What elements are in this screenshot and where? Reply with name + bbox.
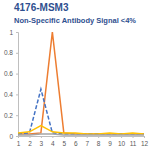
y-tick-label: 0	[9, 133, 13, 140]
x-tick-mark	[41, 136, 42, 138]
x-tick-label: 12	[141, 140, 149, 147]
y-tick-label: 0.4	[4, 91, 13, 98]
y-tick-mark	[16, 53, 18, 54]
x-tick: 5	[63, 136, 67, 147]
x-tick-label: 6	[74, 140, 78, 147]
x-tick: 12	[141, 136, 149, 147]
series-line	[18, 126, 144, 134]
y-tick-mark	[16, 115, 18, 116]
x-tick-mark	[133, 136, 134, 138]
x-tick: 7	[85, 136, 89, 147]
x-tick-mark	[144, 136, 145, 138]
x-tick-mark	[110, 136, 111, 138]
title: 4176-MSM3	[14, 2, 69, 13]
x-tick-label: 7	[85, 140, 89, 147]
x-tick: 2	[28, 136, 32, 147]
y-tick-mark	[16, 32, 18, 33]
series-line	[18, 134, 144, 135]
x-tick: 6	[74, 136, 78, 147]
series-line	[18, 32, 144, 134]
y-tick: 0.4	[4, 91, 18, 98]
x-tick: 4	[51, 136, 55, 147]
x-tick: 8	[97, 136, 101, 147]
x-tick-mark	[75, 136, 76, 138]
plot-area	[18, 32, 144, 135]
y-tick-label: 1	[9, 29, 13, 36]
y-axis-line	[16, 33, 19, 137]
x-tick-mark	[64, 136, 65, 138]
subtitle: Non-Specific Antibody Signal <4%	[14, 16, 136, 25]
series-line	[18, 89, 144, 134]
x-tick-label: 5	[63, 140, 67, 147]
y-tick-mark	[16, 94, 18, 95]
x-tick-label: 11	[130, 140, 137, 147]
x-tick-mark	[98, 136, 99, 138]
y-tick: 1	[9, 29, 18, 36]
y-tick-label: 0.2	[4, 112, 13, 119]
x-tick-label: 2	[28, 140, 32, 147]
x-tick: 1	[17, 136, 21, 147]
y-tick-label: 0.8	[4, 49, 13, 56]
x-tick: 10	[118, 136, 126, 147]
x-tick-mark	[29, 136, 30, 138]
y-axis: 0 0.2 0.4 0.6 0.8 1	[4, 29, 19, 140]
y-tick-mark	[16, 136, 18, 137]
x-tick-label: 8	[97, 140, 101, 147]
x-tick-mark	[121, 136, 122, 138]
x-tick: 9	[108, 136, 112, 147]
x-tick: 3	[40, 136, 44, 147]
y-tick: 0	[9, 133, 18, 140]
x-tick: 11	[130, 136, 137, 147]
x-axis-line	[19, 137, 145, 139]
y-tick-label: 0.6	[4, 70, 13, 77]
x-axis: 123456789101112	[17, 136, 149, 147]
x-tick-label: 4	[51, 140, 55, 147]
y-tick: 0.6	[4, 70, 18, 77]
x-tick-mark	[87, 136, 88, 138]
x-tick-label: 10	[118, 140, 126, 147]
y-tick-mark	[16, 74, 18, 75]
x-tick-mark	[52, 136, 53, 138]
y-tick: 0.2	[4, 112, 18, 119]
x-tick-label: 3	[40, 140, 44, 147]
x-tick-label: 1	[17, 140, 21, 147]
y-tick: 0.8	[4, 49, 18, 56]
x-tick-label: 9	[108, 140, 112, 147]
